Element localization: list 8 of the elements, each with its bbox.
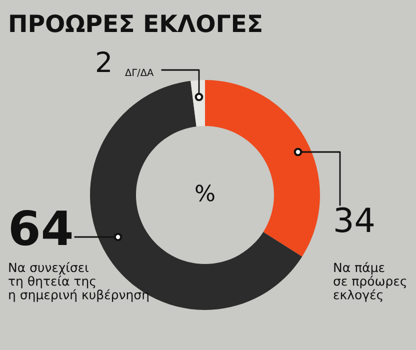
text: % — [196, 184, 214, 202]
data-label: 34 — [336, 207, 374, 232]
slice-label: ΔΓ/ΔΑ — [125, 68, 154, 77]
data-label: 64 — [10, 210, 72, 246]
data-label: 2 — [97, 51, 110, 72]
slice-label: Να πάμε σε πρόωρες εκλογές — [334, 262, 406, 302]
chart-title: ΠΡΟΩΡΕΣ ΕΚΛΟΓΕΣ — [10, 14, 262, 32]
slice-label: Να συνεχίσει τη θητεία της η σημερινή κυβέρνηση — [8, 262, 148, 302]
